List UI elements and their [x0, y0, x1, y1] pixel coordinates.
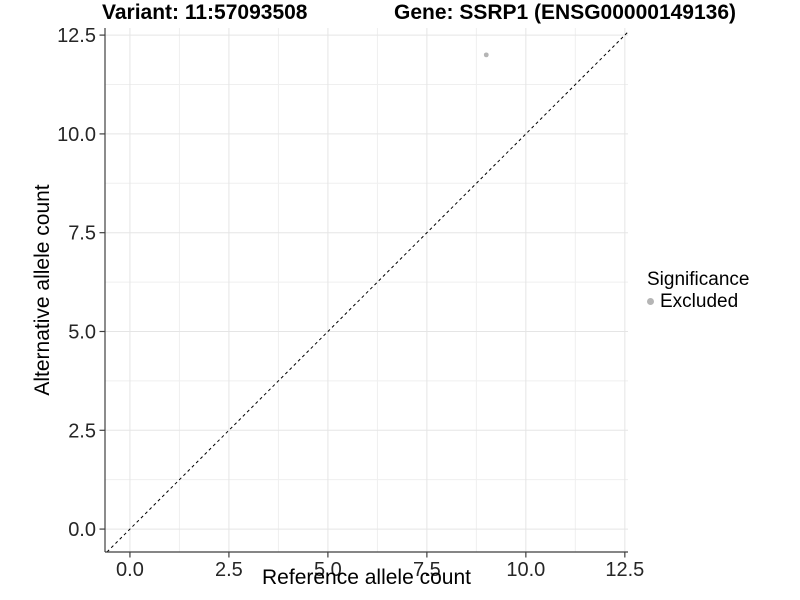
- y-tick-label: 5.0: [68, 321, 96, 343]
- x-tick-label: 12.5: [605, 559, 644, 581]
- legend-entry-excluded: Excluded: [647, 291, 749, 312]
- y-tick-label: 7.5: [68, 223, 96, 245]
- y-tick-label: 2.5: [68, 420, 96, 442]
- y-axis-title: Alternative allele count: [31, 184, 54, 396]
- data-point-excluded: [483, 52, 489, 58]
- x-tick-label: 2.5: [215, 559, 243, 581]
- plot-title-variant: Variant: 11:57093508: [102, 1, 308, 24]
- legend-title: Significance: [647, 269, 750, 290]
- legend-entry-label: Excluded: [660, 290, 739, 312]
- legend: Significance Excluded: [647, 269, 749, 312]
- x-axis-title: Reference allele count: [262, 566, 471, 589]
- y-tick-label: 12.5: [57, 25, 96, 47]
- y-tick-label: 0.0: [68, 519, 96, 541]
- x-tick-label: 5.0: [314, 559, 342, 581]
- legend-key-dot-icon: [647, 298, 654, 305]
- x-tick-label: 0.0: [116, 559, 144, 581]
- y-tick-label: 10.0: [57, 124, 96, 146]
- identity-line-dashed: [106, 31, 629, 553]
- plot-title-gene: Gene: SSRP1 (ENSG00000149136): [394, 1, 737, 24]
- x-tick-label: 10.0: [506, 559, 545, 581]
- x-tick-label: 7.5: [413, 559, 441, 581]
